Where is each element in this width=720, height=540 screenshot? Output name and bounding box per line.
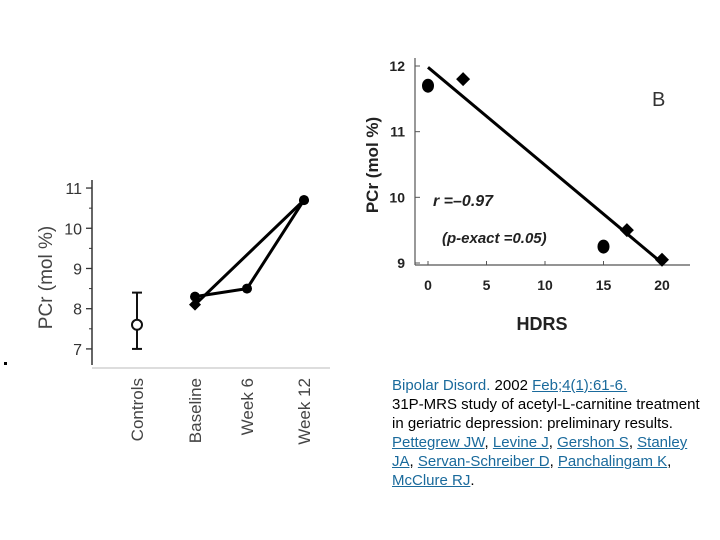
citation-author-separator: , (549, 453, 558, 470)
citation-date-prefix: 2002 (490, 377, 533, 394)
panel-b-circle-point (422, 78, 434, 93)
panel-a-x-tick-label: Week 6 (238, 378, 257, 435)
citation-author-separator: , (628, 434, 638, 451)
citation-author-separator: , (409, 453, 418, 470)
citation-journal: Bipolar Disord. (392, 377, 491, 394)
panel-b-y-tick-label: 9 (397, 255, 405, 271)
panel-b-x-tick-label: 10 (537, 277, 553, 293)
citation-author-link[interactable]: Gershon S (557, 434, 629, 451)
panel-a-y-tick-label: 9 (73, 261, 82, 278)
panel-a-x-tick-label: Week 12 (295, 378, 314, 445)
panel-b-x-axis-title: HDRS (516, 314, 567, 334)
panel-b-y-tick-label: 12 (389, 58, 405, 74)
citation-author-link[interactable]: Levine J (492, 434, 549, 451)
panel-a-y-tick-label: 8 (73, 302, 82, 319)
panel-b-p-annotation: (p-exact =0.05) (442, 230, 547, 247)
panel-b-r-annotation: r =–0.97 (433, 193, 494, 210)
citation-author-separator: , (667, 453, 672, 470)
panel-a-y-tick-label: 7 (73, 342, 82, 359)
panel-b-x-tick-label: 5 (483, 277, 491, 293)
panel-b-y-tick-label: 10 (389, 189, 405, 205)
citation-author-separator: . (470, 472, 475, 489)
panel-b-diamond-point (619, 223, 634, 238)
citation-block: Bipolar Disord. 2002 Feb;4(1):61-6. 31P-… (392, 376, 702, 490)
citation-authors: Pettegrew JW, Levine J, Gershon S, Stanl… (392, 434, 687, 489)
panel-a-circle-marker (299, 195, 309, 206)
citation-author-separator: , (484, 434, 493, 451)
panel-a-controls-point (131, 318, 143, 331)
panel-a-x-tick-label: Baseline (186, 378, 205, 443)
panel-b-label: B (652, 89, 665, 111)
citation-author-link[interactable]: McClure RJ (392, 472, 471, 489)
panel-a-diamond-marker (189, 298, 201, 311)
citation-date-link[interactable]: Feb;4(1):61-6. (532, 377, 628, 394)
panel-a-series-line (193, 199, 306, 306)
citation-author-link[interactable]: Stanley JA (392, 434, 688, 470)
citation-title: 31P-MRS study of acetyl-L-carnitine trea… (392, 396, 700, 432)
stray-dot (4, 362, 7, 365)
citation-author-link[interactable]: Panchalingam K (557, 453, 668, 470)
panel-a-circle-marker (190, 291, 200, 302)
panel-b-x-tick-label: 15 (596, 277, 612, 293)
panel-b-x-tick-label: 20 (654, 277, 670, 293)
panel-a-y-tick-label: 11 (65, 181, 82, 198)
panel-b-y-axis-title: PCr (mol %) (363, 117, 382, 213)
panel-b-x-tick-label: 0 (424, 277, 432, 293)
panel-b-diamond-point (655, 252, 669, 267)
panel-a-circle-marker (242, 283, 252, 294)
citation-author-separator: , (548, 434, 558, 451)
citation-author-link[interactable]: Pettegrew JW (392, 434, 485, 451)
panel-b-y-tick-label: 11 (390, 124, 405, 140)
panel-b-diamond-point (456, 72, 471, 87)
panel-a-x-tick-label: Controls (128, 378, 147, 441)
citation-author-link[interactable]: Servan-Schreiber D (417, 453, 550, 470)
panel-a-y-tick-label: 10 (64, 221, 82, 238)
panel-b-circle-point (597, 239, 610, 254)
panel-a-y-axis-title: PCr (mol %) (36, 226, 57, 329)
